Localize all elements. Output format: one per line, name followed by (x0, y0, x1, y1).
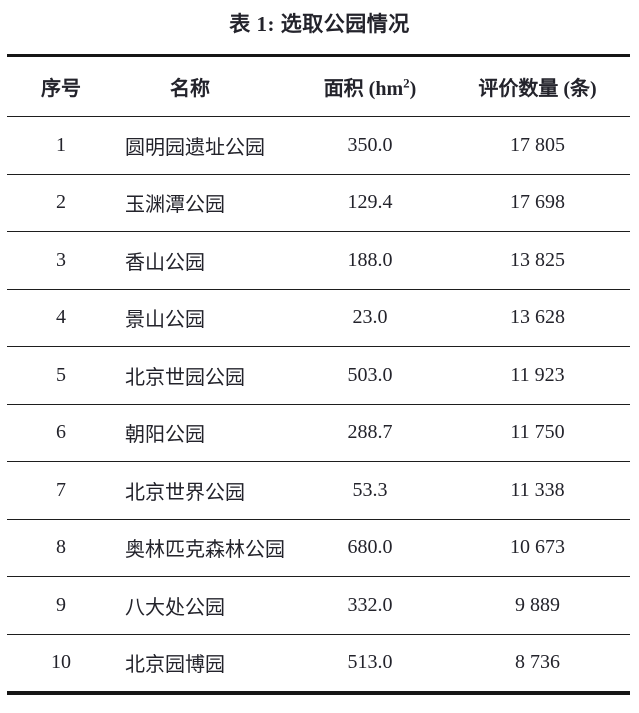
cell-reviews: 10 673 (510, 536, 565, 559)
area-header-superscript: 2 (403, 75, 410, 91)
cell-name: 八大处公园 (125, 596, 225, 619)
cell-area: 350.0 (347, 133, 393, 156)
cell-name: 北京世园公园 (125, 366, 245, 389)
cell-name: 玉渊潭公园 (125, 194, 225, 217)
cell-index: 4 (56, 306, 66, 329)
table-row: 8 奥林匹克森林公园 680.0 10 673 (7, 520, 630, 577)
table-row: 2 玉渊潭公园 129.4 17 698 (7, 175, 630, 232)
cell-reviews: 13 825 (510, 248, 565, 271)
table-header-row: 序号 名称 面积 (hm2) 评价数量 (条) (7, 57, 630, 117)
cell-area: 513.0 (347, 651, 393, 674)
col-header-area: 面积 (hm2) (295, 72, 445, 101)
cell-name: 香山公园 (125, 251, 205, 274)
table-caption: 表 1: 选取公园情况 (229, 12, 410, 36)
cell-reviews: 17 698 (510, 191, 565, 214)
table-row: 6 朝阳公园 288.7 11 750 (7, 405, 630, 462)
col-header-index: 序号 (41, 78, 81, 100)
cell-reviews: 17 805 (510, 133, 565, 156)
cell-index: 9 (56, 593, 66, 616)
cell-index: 7 (56, 478, 66, 501)
table-row: 1 圆明园遗址公园 350.0 17 805 (7, 117, 630, 175)
cell-name: 北京园博园 (125, 654, 225, 677)
cell-reviews: 9 889 (515, 593, 560, 616)
cell-name: 圆明园遗址公园 (125, 136, 265, 159)
table-row: 4 景山公园 23.0 13 628 (7, 290, 630, 347)
cell-area: 288.7 (347, 421, 393, 444)
cell-name: 景山公园 (125, 309, 205, 332)
table-row: 9 八大处公园 332.0 9 889 (7, 577, 630, 635)
cell-index: 5 (56, 363, 66, 386)
cell-area: 188.0 (347, 248, 393, 271)
cell-reviews: 11 923 (510, 363, 565, 386)
col-header-name: 名称 (170, 78, 210, 100)
cell-index: 3 (56, 248, 66, 271)
cell-name: 奥林匹克森林公园 (125, 539, 285, 562)
col-header-reviews: 评价数量 (条) (478, 78, 597, 100)
cell-area: 129.4 (347, 191, 393, 214)
table-row: 3 香山公园 188.0 13 825 (7, 232, 630, 290)
cell-name: 北京世界公园 (125, 481, 245, 504)
table-row: 5 北京世园公园 503.0 11 923 (7, 347, 630, 405)
parks-table: 序号 名称 面积 (hm2) 评价数量 (条) 1 圆明园遗址公园 350.0 … (7, 54, 630, 695)
cell-index: 2 (56, 191, 66, 214)
area-header-close-paren: ) (409, 78, 417, 100)
cell-reviews: 11 338 (510, 478, 565, 501)
cell-index: 10 (51, 651, 71, 674)
cell-index: 6 (56, 421, 66, 444)
table-row: 10 北京园博园 513.0 8 736 (7, 635, 630, 692)
cell-area: 23.0 (352, 306, 388, 329)
cell-index: 8 (56, 536, 66, 559)
cell-area: 332.0 (347, 593, 393, 616)
cell-name: 朝阳公园 (125, 424, 205, 447)
cell-reviews: 11 750 (510, 421, 565, 444)
area-header-text: 面积 (hm (323, 78, 404, 100)
cell-index: 1 (56, 133, 66, 156)
cell-area: 53.3 (352, 478, 388, 501)
cell-reviews: 8 736 (515, 651, 560, 674)
cell-area: 680.0 (347, 536, 393, 559)
cell-reviews: 13 628 (510, 306, 565, 329)
table-row: 7 北京世界公园 53.3 11 338 (7, 462, 630, 520)
cell-area: 503.0 (347, 363, 393, 386)
